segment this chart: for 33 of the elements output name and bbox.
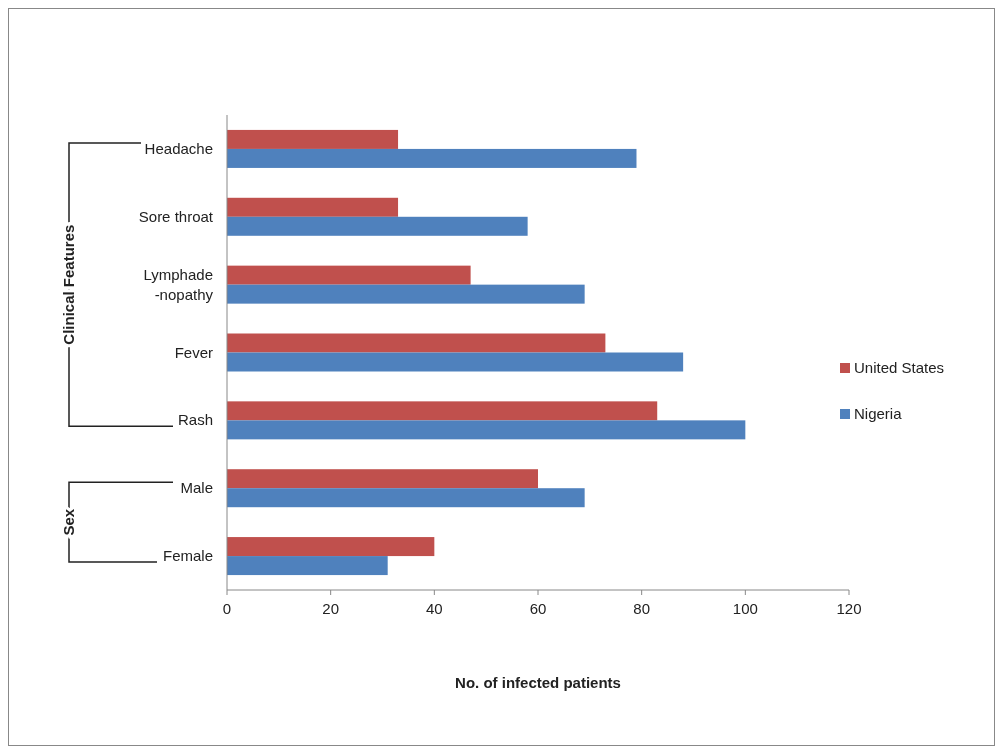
bar [227,333,606,353]
legend-label: Nigeria [854,405,903,422]
bar [227,197,399,217]
y-tick-label: Headache [144,139,213,157]
y-tick-label: Rash [177,411,213,429]
y-tick-label: Sore throat [138,207,214,225]
text: Clinical Features [60,224,77,345]
x-tick-label: 120 [836,600,862,617]
x-tick-label: 80 [633,600,651,617]
bar [227,469,538,489]
bar [227,265,471,285]
bar [227,216,528,236]
x-axis-title: No. of infected patients [455,674,621,691]
x-tick-label: 100 [732,600,758,617]
y-tick-label: Male [180,479,213,497]
bar [227,537,435,557]
bar [227,401,658,421]
bar [227,284,585,304]
x-tick-label: 60 [529,600,547,617]
bar [227,352,684,372]
y-tick-label: Fever [174,343,213,361]
x-tick-label: 0 [222,600,232,617]
text: Sex [60,508,77,536]
bar [227,129,399,149]
y-tick-label: Lymphade -nopathy [143,265,214,303]
bar [227,420,746,440]
bar [227,148,637,168]
y-tick-label: Female [162,547,213,565]
x-tick-label: 20 [322,600,340,617]
legend-label: United States [854,359,945,376]
x-tick-label: 40 [425,600,443,617]
bar [227,488,585,508]
bar [227,556,388,576]
